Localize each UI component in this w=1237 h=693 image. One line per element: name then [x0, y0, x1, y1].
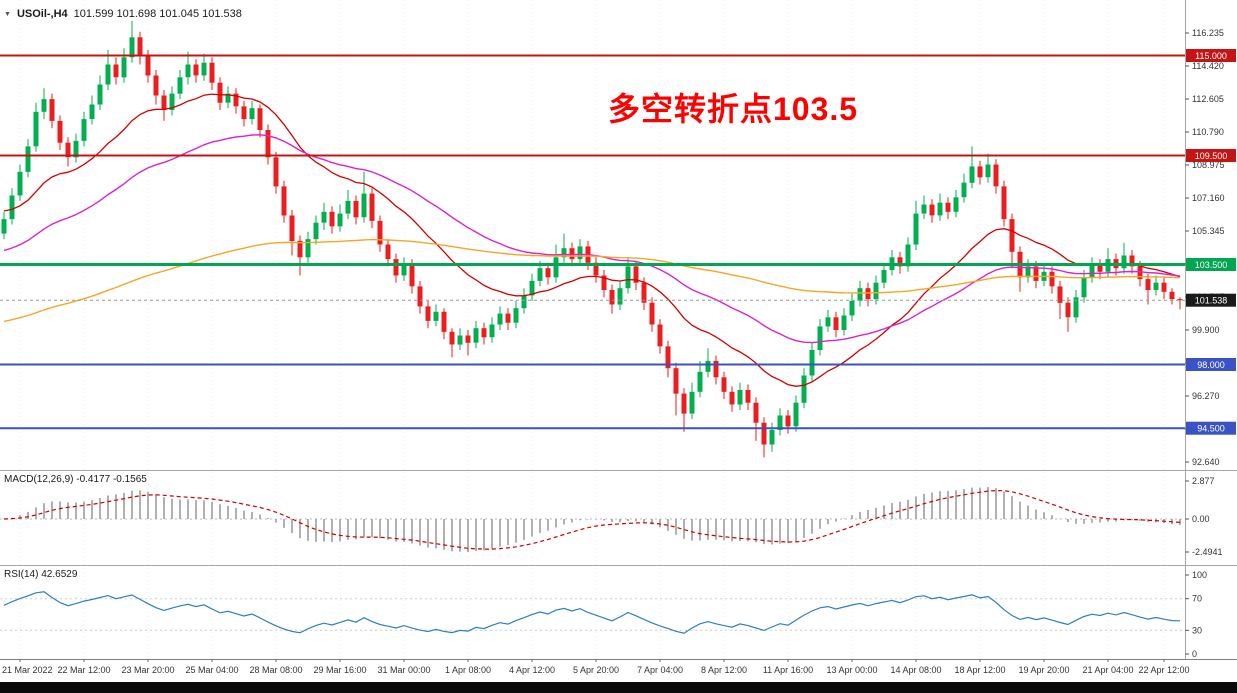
panel-separators	[0, 0, 1237, 660]
time-axis-label: 21 Apr 04:00	[1082, 665, 1133, 675]
candles-layer	[1, 20, 1183, 458]
macd-axis-label: 0.00	[1192, 514, 1210, 524]
rsi-axis-label: 30	[1192, 625, 1202, 635]
moving-average-lines	[3, 93, 1181, 387]
rsi-axis-label: 100	[1192, 570, 1207, 580]
chart-annotation-text[interactable]: 多空转折点103.5	[608, 91, 859, 127]
fast-ma-line	[3, 93, 1181, 387]
time-axis-label: 25 Mar 04:00	[185, 665, 238, 675]
time-axis-label: 7 Apr 04:00	[637, 665, 683, 675]
time-axis-label: 14 Apr 08:00	[890, 665, 941, 675]
rsi-panel	[0, 591, 1185, 634]
price-axis-label: 107.160	[1192, 193, 1225, 203]
time-axis-label: 5 Apr 20:00	[573, 665, 619, 675]
price-axis-label: 99.900	[1192, 325, 1220, 335]
rsi-indicator-label: RSI(14) 42.6529	[4, 569, 78, 580]
price-axis-label: 116.235	[1192, 28, 1224, 38]
hline-price-label: 109.500	[1195, 151, 1228, 161]
time-axis-label: 29 Mar 16:00	[313, 665, 366, 675]
hline-price-label: 115.000	[1195, 51, 1227, 61]
time-axis-label: 4 Apr 12:00	[509, 665, 555, 675]
one-click-trading-icon[interactable]: ▼	[4, 10, 11, 18]
price-axis-label: 110.790	[1192, 127, 1224, 137]
current-price-label: 101.538	[1195, 296, 1228, 306]
price-axis-label: 112.605	[1192, 94, 1224, 104]
macd-axis-label: -2.4941	[1192, 547, 1223, 557]
time-axis-label: 22 Mar 12:00	[57, 665, 110, 675]
hline-price-label: 103.500	[1195, 260, 1228, 270]
time-axis-label: 13 Apr 00:00	[826, 665, 877, 675]
horizontal-lines[interactable]	[0, 54, 1185, 430]
symbol-info-bar: ▼ USOil-,H4 101.599 101.698 101.045 101.…	[4, 8, 242, 20]
grid-verticals	[20, 0, 1165, 659]
macd-indicator-label: MACD(12,26,9) -0.4177 -0.1565	[4, 474, 147, 485]
symbol-timeframe-label: USOil-,H4	[16, 8, 68, 20]
hline-price-label: 94.500	[1197, 424, 1225, 434]
hline-price-label: 98.000	[1197, 360, 1225, 370]
time-axis-label: 1 Apr 08:00	[445, 665, 491, 675]
rsi-axis: 100 70 30 0	[1185, 570, 1207, 659]
slow-ma-line	[3, 238, 1181, 323]
time-axis-label: 8 Apr 12:00	[701, 665, 747, 675]
rsi-axis-label: 0	[1192, 649, 1197, 659]
rsi-axis-label: 70	[1192, 594, 1202, 604]
time-axis-label: 22 Apr 12:00	[1138, 665, 1189, 675]
price-axis-label: 114.420	[1192, 61, 1224, 71]
time-axis-label: 19 Apr 20:00	[1018, 665, 1069, 675]
macd-axis: 2.877 0.00 -2.4941	[1185, 476, 1223, 557]
time-axis-label: 28 Mar 08:00	[249, 665, 302, 675]
time-axis-label: 31 Mar 00:00	[377, 665, 430, 675]
bottom-bar	[0, 682, 1237, 693]
macd-panel	[0, 487, 1185, 552]
time-axis-label: 18 Apr 12:00	[954, 665, 1005, 675]
ohlc-values-label: 101.599 101.698 101.045 101.538	[73, 8, 242, 20]
price-axis-label: 105.345	[1192, 226, 1225, 236]
price-axis: 116.235 114.420 112.605 110.790 108.975 107.1…	[1185, 28, 1236, 467]
macd-signal-line	[3, 489, 1181, 550]
time-axis-label: 23 Mar 20:00	[121, 665, 174, 675]
time-axis-label: 11 Apr 16:00	[763, 665, 813, 675]
mid-ma-line	[3, 134, 1181, 344]
time-axis-label: 21 Mar 2022	[2, 665, 53, 675]
price-axis-label: 108.975	[1192, 160, 1225, 170]
price-axis-label: 96.270	[1192, 391, 1220, 401]
macd-axis-label: 2.877	[1192, 476, 1215, 486]
time-axis: 21 Mar 2022 22 Mar 12:00 23 Mar 20:00 25 Ma…	[2, 659, 1190, 675]
rsi-line	[3, 591, 1181, 634]
price-axis-label: 92.640	[1192, 457, 1220, 467]
